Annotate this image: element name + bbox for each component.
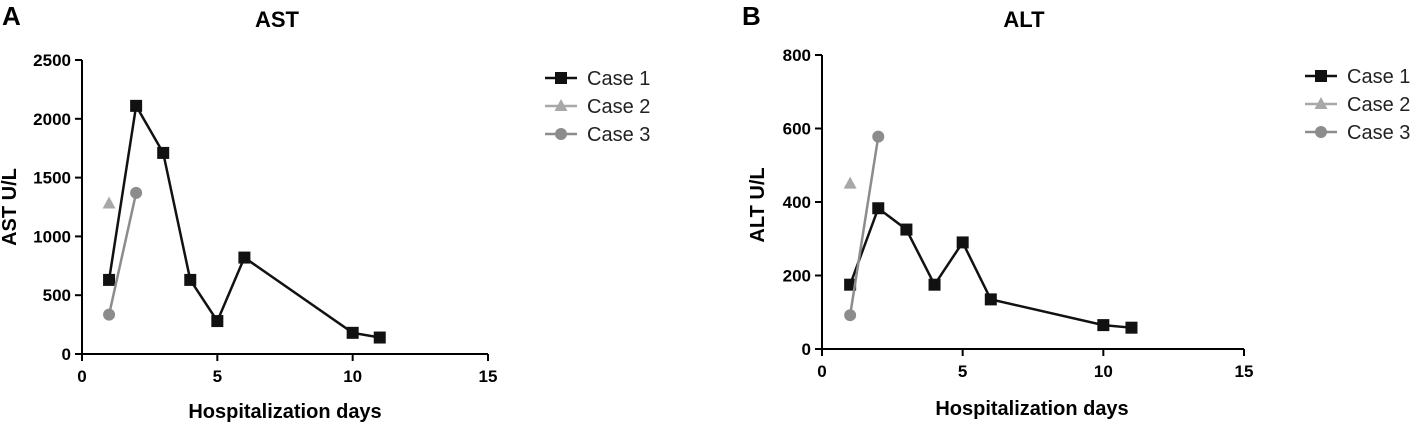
y-ticks-b: 0 200 400 600 800 — [783, 46, 822, 359]
panel-b: B ALT 0 200 400 600 800 0 5 10 15 ALT U/L Hospi… — [742, 1, 1410, 420]
data-point-case-1 — [984, 293, 997, 306]
data-point-case-1 — [211, 315, 224, 328]
legend-marker-case-2 — [554, 99, 568, 111]
y-tick-label: 200 — [783, 267, 811, 286]
y-axis-title-a: AST U/L — [0, 168, 21, 246]
series-case-3 — [844, 130, 885, 322]
x-ticks-a: 0 5 10 15 — [77, 354, 497, 386]
legend-item-case-2: Case 2 — [545, 96, 650, 118]
data-point-case-1 — [844, 278, 857, 291]
series-line-case-3 — [848, 136, 880, 316]
data-point-case-3 — [103, 308, 116, 321]
series-line-case-1 — [848, 206, 1132, 329]
x-tick-label: 5 — [958, 362, 967, 381]
data-point-case-1 — [103, 273, 116, 286]
data-point-case-3 — [872, 130, 885, 143]
y-tick-label: 0 — [802, 340, 811, 359]
legend-label: Case 2 — [587, 96, 650, 118]
y-tick-label: 400 — [783, 193, 811, 212]
series-case-2 — [102, 196, 116, 209]
legend-item-case-3: Case 3 — [545, 124, 650, 146]
y-tick-label: 2500 — [33, 51, 71, 70]
y-ticks-a: 0 500 1000 1500 2000 2500 — [33, 51, 82, 364]
x-tick-label: 10 — [1094, 362, 1113, 381]
panel-a: A AST 0 500 1000 1500 2000 2500 0 5 10 15 AST U/… — [0, 1, 650, 423]
series-case-1 — [103, 99, 386, 344]
legend-label: Case 1 — [1347, 66, 1410, 88]
series-line-case-3 — [107, 192, 138, 315]
legend-item-case-3: Case 3 — [1305, 122, 1410, 144]
x-tick-label: 0 — [77, 367, 86, 386]
legend-item-case-1: Case 1 — [545, 68, 650, 90]
x-tick-label: 10 — [343, 367, 362, 386]
chart-title-alt: ALT — [1003, 7, 1045, 32]
data-point-case-1 — [346, 326, 359, 339]
data-point-case-1 — [184, 273, 197, 286]
legend-item-case-2: Case 2 — [1305, 94, 1410, 116]
data-point-case-1 — [157, 146, 170, 159]
x-axis-title-b: Hospitalization days — [935, 398, 1128, 420]
y-tick-label: 600 — [783, 120, 811, 139]
x-ticks-b: 0 5 10 15 — [817, 349, 1253, 381]
x-tick-label: 5 — [213, 367, 222, 386]
legend-label: Case 1 — [587, 68, 650, 90]
legend-marker-case-1 — [1315, 70, 1327, 82]
panel-letter-b: B — [742, 1, 761, 31]
data-point-case-1 — [130, 99, 143, 112]
data-point-case-1 — [1125, 321, 1138, 334]
y-tick-label: 500 — [43, 286, 71, 305]
data-point-case-1 — [872, 202, 885, 215]
legend-marker-case-2 — [1314, 97, 1328, 109]
data-point-case-1 — [238, 251, 251, 264]
y-tick-label: 2000 — [33, 110, 71, 129]
data-point-case-1 — [1097, 319, 1110, 332]
legend-label: Case 2 — [1347, 94, 1410, 116]
legend-marker-case-3 — [555, 128, 567, 140]
y-tick-label: 800 — [783, 46, 811, 65]
x-tick-label: 15 — [479, 367, 498, 386]
series-line-case-1 — [107, 102, 380, 339]
y-tick-label: 1500 — [33, 169, 71, 188]
data-point-case-3 — [130, 186, 143, 199]
legend-marker-case-1 — [555, 72, 567, 84]
legend-a: Case 1 Case 2 Case 3 — [545, 68, 650, 146]
legend-label: Case 3 — [587, 124, 650, 146]
y-axis-title-b: ALT U/L — [747, 167, 769, 242]
x-axis-title-a: Hospitalization days — [188, 401, 381, 423]
series-case-2 — [843, 176, 857, 189]
data-point-case-1 — [900, 223, 913, 236]
panel-letter-a: A — [2, 1, 21, 31]
data-point-case-1 — [373, 331, 386, 344]
data-point-case-3 — [844, 309, 857, 322]
legend-item-case-1: Case 1 — [1305, 66, 1410, 88]
x-tick-label: 15 — [1235, 362, 1254, 381]
legend-b: Case 1 Case 2 Case 3 — [1305, 66, 1410, 144]
legend-marker-case-3 — [1315, 126, 1327, 138]
x-tick-label: 0 — [817, 362, 826, 381]
series-case-1 — [844, 202, 1138, 334]
y-tick-label: 0 — [62, 345, 71, 364]
legend-label: Case 3 — [1347, 122, 1410, 144]
series-group-b — [843, 130, 1138, 334]
data-point-case-1 — [928, 278, 941, 291]
series-case-3 — [103, 186, 143, 321]
data-point-case-2 — [843, 176, 857, 189]
y-tick-label: 1000 — [33, 227, 71, 246]
series-group-a — [102, 99, 386, 344]
chart-title-ast: AST — [255, 7, 300, 32]
data-point-case-2 — [102, 196, 116, 209]
data-point-case-1 — [956, 236, 969, 249]
